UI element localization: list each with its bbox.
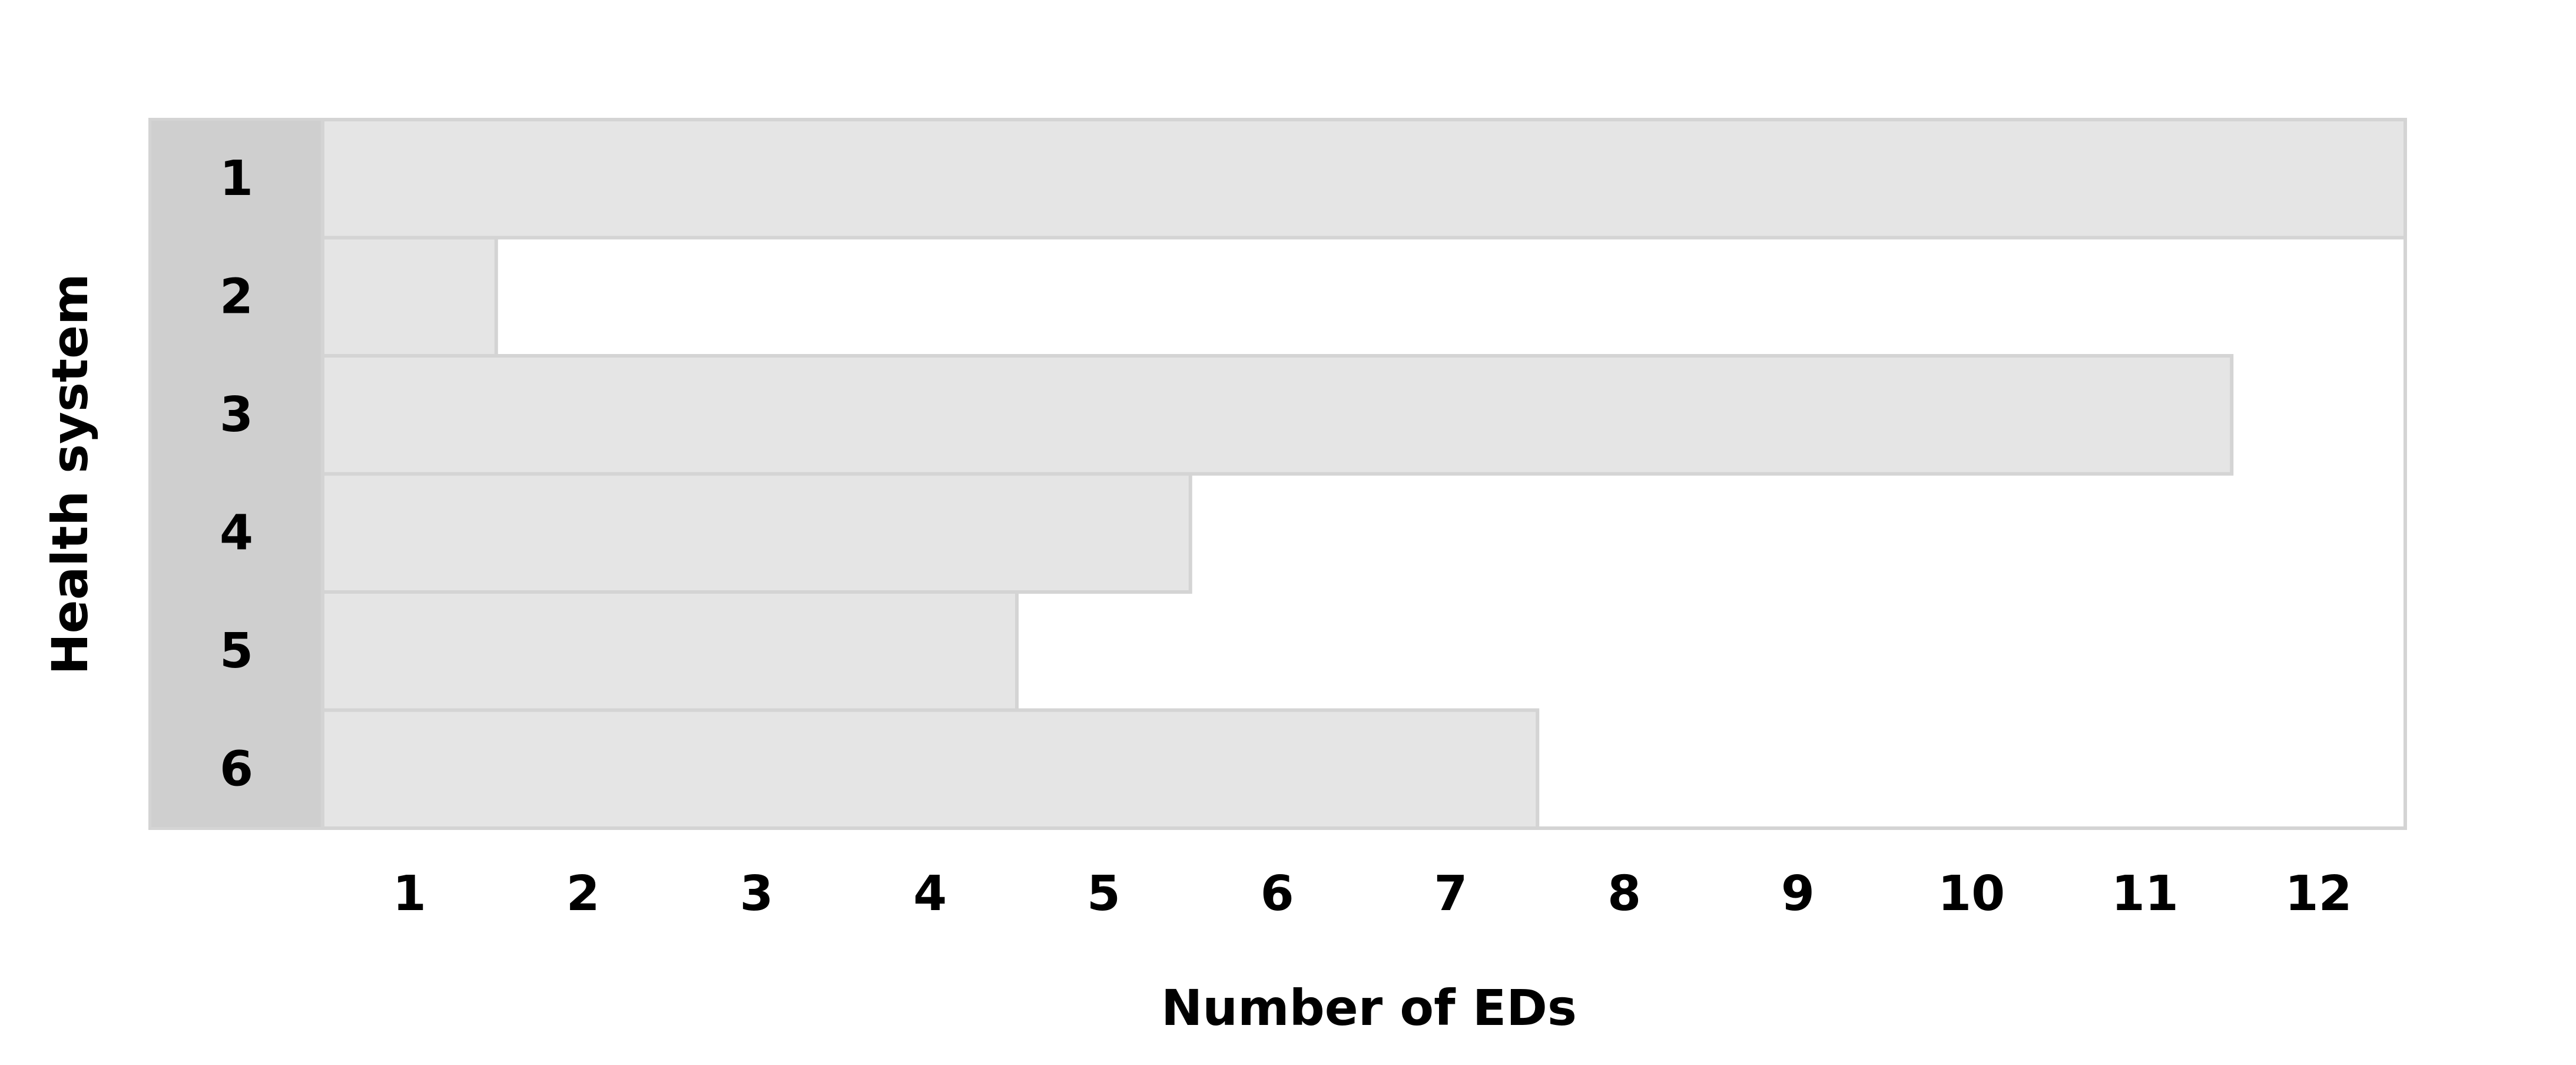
category-label-6: 6 — [220, 741, 253, 797]
x-tick-label-10: 10 — [1938, 866, 2005, 922]
x-tick-label-11: 11 — [2111, 866, 2179, 922]
bar-health-system-6 — [321, 708, 1540, 830]
category-labels: 1 2 3 4 5 6 — [220, 151, 253, 798]
bar-health-system-3 — [321, 354, 2234, 476]
x-tick-label-8: 8 — [1607, 866, 1641, 922]
x-tick-label-6: 6 — [1261, 866, 1294, 922]
x-tick-label-4: 4 — [913, 866, 947, 922]
x-axis-title: Number of EDs — [1161, 979, 1577, 1037]
bar-health-system-2 — [321, 236, 498, 358]
x-tick-label-3: 3 — [740, 866, 773, 922]
bar-health-system-4 — [321, 472, 1192, 594]
y-axis-title: Health system — [41, 273, 99, 674]
category-label-2: 2 — [220, 269, 253, 325]
x-tick-label-12: 12 — [2285, 866, 2352, 922]
category-label-3: 3 — [220, 387, 253, 443]
x-tick-label-7: 7 — [1434, 866, 1467, 922]
category-label-4: 4 — [220, 505, 253, 561]
category-label-1: 1 — [220, 151, 253, 207]
x-tick-label-2: 2 — [566, 866, 600, 922]
bar-health-system-5 — [321, 590, 1019, 712]
category-label-5: 5 — [220, 623, 253, 679]
bar-health-system-1 — [321, 118, 2407, 240]
bars-group — [321, 118, 2407, 830]
x-tick-labels: 1 2 3 4 5 6 7 8 9 10 11 12 — [393, 866, 2352, 922]
x-tick-label-5: 5 — [1087, 866, 1120, 922]
x-tick-label-1: 1 — [393, 866, 426, 922]
category-band — [149, 118, 324, 829]
x-tick-label-9: 9 — [1781, 866, 1815, 922]
